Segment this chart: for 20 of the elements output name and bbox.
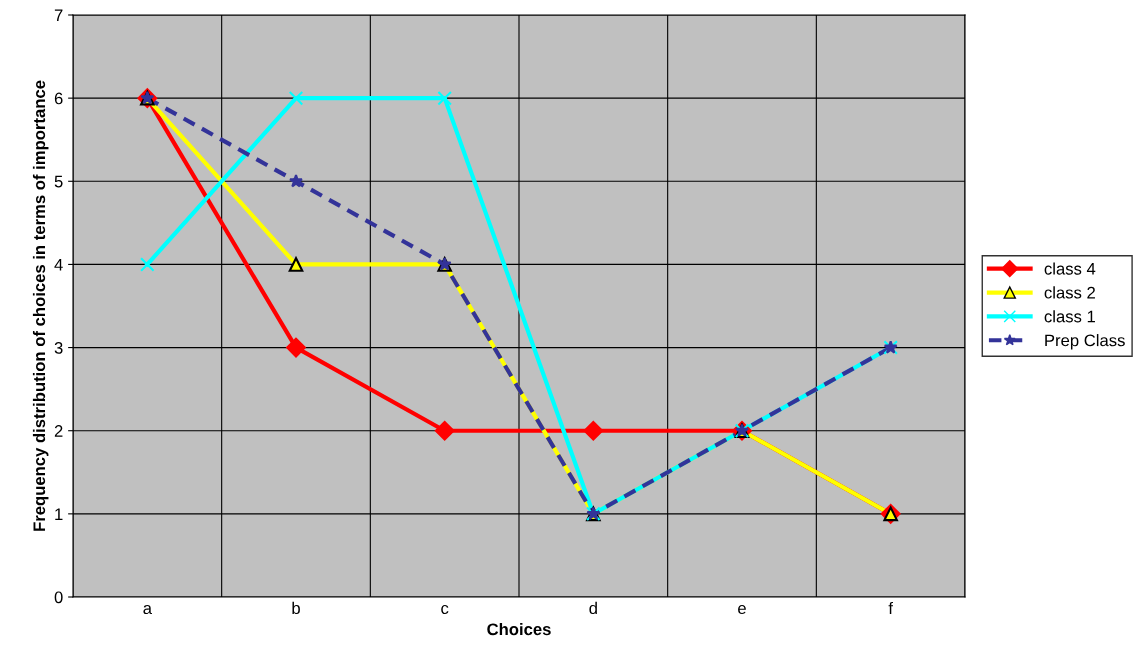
y-tick-label: 3: [54, 341, 63, 354]
y-tick-label: 0: [54, 591, 63, 604]
y-axis-title: Frequency distribution of choices in terms of importance: [32, 80, 49, 531]
x-axis-title: Choices: [487, 622, 551, 636]
legend-label: class 4: [1044, 262, 1096, 275]
y-tick-label: 2: [54, 425, 63, 437]
x-tick-label: b: [292, 601, 300, 615]
legend-label: class 1: [1044, 310, 1095, 323]
y-tick-label: 6: [54, 92, 63, 105]
y-tick-label: 1: [55, 508, 63, 520]
x-tick-label: c: [441, 604, 449, 615]
x-tick-label: a: [143, 604, 152, 615]
legend-label: class 2: [1044, 286, 1095, 299]
x-tick-label: e: [738, 604, 746, 615]
legend-label: Prep Class: [1045, 334, 1125, 350]
y-tick-label: 7: [54, 9, 63, 22]
y-tick-label: 5: [54, 175, 63, 188]
x-tick-label: d: [589, 601, 597, 615]
x-tick-label: f: [888, 601, 894, 614]
y-tick-label: 4: [54, 259, 63, 271]
